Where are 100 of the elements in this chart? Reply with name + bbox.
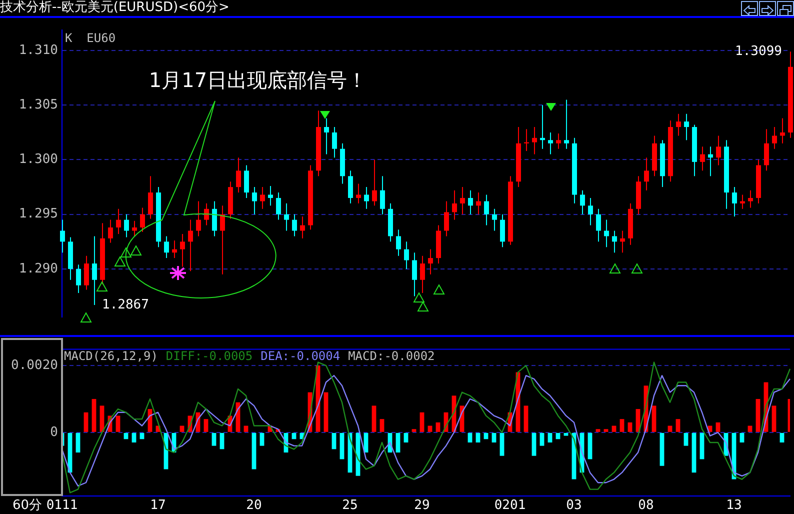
- candlestick: [732, 186, 737, 218]
- bar: [532, 432, 536, 456]
- candlestick: [188, 219, 193, 272]
- bar: [612, 426, 616, 432]
- bar: [404, 432, 408, 442]
- candlestick: [236, 157, 241, 194]
- bar: [212, 432, 216, 446]
- bar: [396, 432, 400, 453]
- bar: [332, 432, 336, 450]
- bar: [476, 432, 480, 442]
- bar: [204, 419, 208, 432]
- candlestick: [220, 205, 225, 275]
- bar: [548, 432, 552, 442]
- candlestick: [524, 128, 529, 152]
- candlestick: [588, 197, 593, 226]
- candlestick: [284, 202, 289, 232]
- bar: [220, 432, 224, 450]
- bar: [412, 429, 416, 432]
- bar: [524, 406, 528, 432]
- candlestick: [212, 200, 217, 237]
- candlestick: [348, 170, 353, 204]
- candlestick: [740, 194, 745, 210]
- bar: [492, 432, 496, 442]
- annotation: MACD(26,12,9): [64, 348, 158, 363]
- candlestick: [372, 159, 377, 206]
- candlestick: [484, 194, 489, 226]
- x-axis-title: 60分: [12, 498, 42, 513]
- candlestick: [532, 126, 537, 155]
- candlestick: [748, 190, 753, 208]
- candlestick: [140, 207, 145, 232]
- bar: [540, 432, 544, 446]
- candlestick: [556, 133, 561, 150]
- candlestick: [60, 219, 65, 254]
- candlestick: [476, 192, 481, 215]
- x-tick-label: 0201: [494, 498, 526, 514]
- bar: [244, 426, 248, 432]
- bar: [76, 432, 80, 453]
- candlestick: [116, 208, 121, 235]
- x-tick-label: 13: [726, 498, 742, 514]
- x-tick-label: 20: [246, 498, 262, 514]
- candlestick: [452, 190, 457, 220]
- bar: [132, 432, 136, 442]
- bar: [500, 432, 504, 456]
- bar: [596, 429, 600, 432]
- candlestick: [132, 220, 137, 237]
- y-tick-label: 1.305: [18, 98, 58, 113]
- x-tick-label: 03: [566, 498, 582, 514]
- bar: [252, 432, 256, 470]
- candlestick: [404, 241, 409, 270]
- candlestick: [180, 234, 185, 268]
- candlestick: [84, 255, 89, 290]
- candlestick: [172, 240, 177, 259]
- bar: [564, 432, 568, 436]
- annotation: DIFF:-0.0005: [166, 348, 253, 363]
- candlestick: [204, 202, 209, 226]
- bar: [468, 432, 472, 442]
- bar: [740, 432, 744, 442]
- x-tick-label: 29: [414, 498, 430, 514]
- bar: [420, 412, 424, 432]
- candlestick: [612, 230, 617, 254]
- annotation: DEA:-0.0004: [260, 348, 340, 363]
- candlestick: [500, 214, 505, 248]
- candlestick: [700, 146, 705, 172]
- bar: [260, 432, 264, 446]
- bar: [756, 398, 760, 432]
- candlestick: [412, 252, 417, 297]
- candlestick: [332, 126, 337, 158]
- candlestick: [604, 219, 609, 248]
- y-tick-label: 1.310: [18, 42, 58, 58]
- candlestick: [468, 190, 473, 215]
- candlestick: [708, 146, 713, 177]
- bar: [692, 432, 696, 473]
- candlestick: [276, 192, 281, 220]
- candlestick: [596, 208, 601, 242]
- candlestick: [644, 157, 649, 191]
- candlestick: [92, 236, 97, 306]
- candlestick: [148, 176, 153, 220]
- annotation: 1.2867: [102, 297, 149, 312]
- candlestick: [716, 135, 721, 166]
- bar: [436, 422, 440, 432]
- candlestick: [780, 118, 785, 144]
- annotation: 1.3099: [735, 44, 782, 60]
- candlestick: [124, 214, 129, 238]
- candlestick: [364, 186, 369, 210]
- y-tick-label: 1.295: [18, 206, 58, 222]
- x-tick-label: 25: [342, 498, 358, 514]
- candlestick: [772, 126, 777, 150]
- annotation: MACD:-0.0002: [348, 348, 435, 363]
- candlestick: [548, 132, 553, 155]
- chart-title: 技术分析--欧元美元(EURUSD)<60分>: [0, 0, 794, 18]
- candlestick: [164, 236, 169, 259]
- bar: [780, 432, 784, 442]
- bar: [380, 419, 384, 432]
- bar: [668, 426, 672, 432]
- bar: [628, 422, 632, 432]
- bar: [604, 429, 608, 432]
- bar: [620, 419, 624, 432]
- bar: [772, 406, 776, 432]
- chart-subtitle: K EU60: [65, 30, 116, 45]
- candlestick: [492, 208, 497, 232]
